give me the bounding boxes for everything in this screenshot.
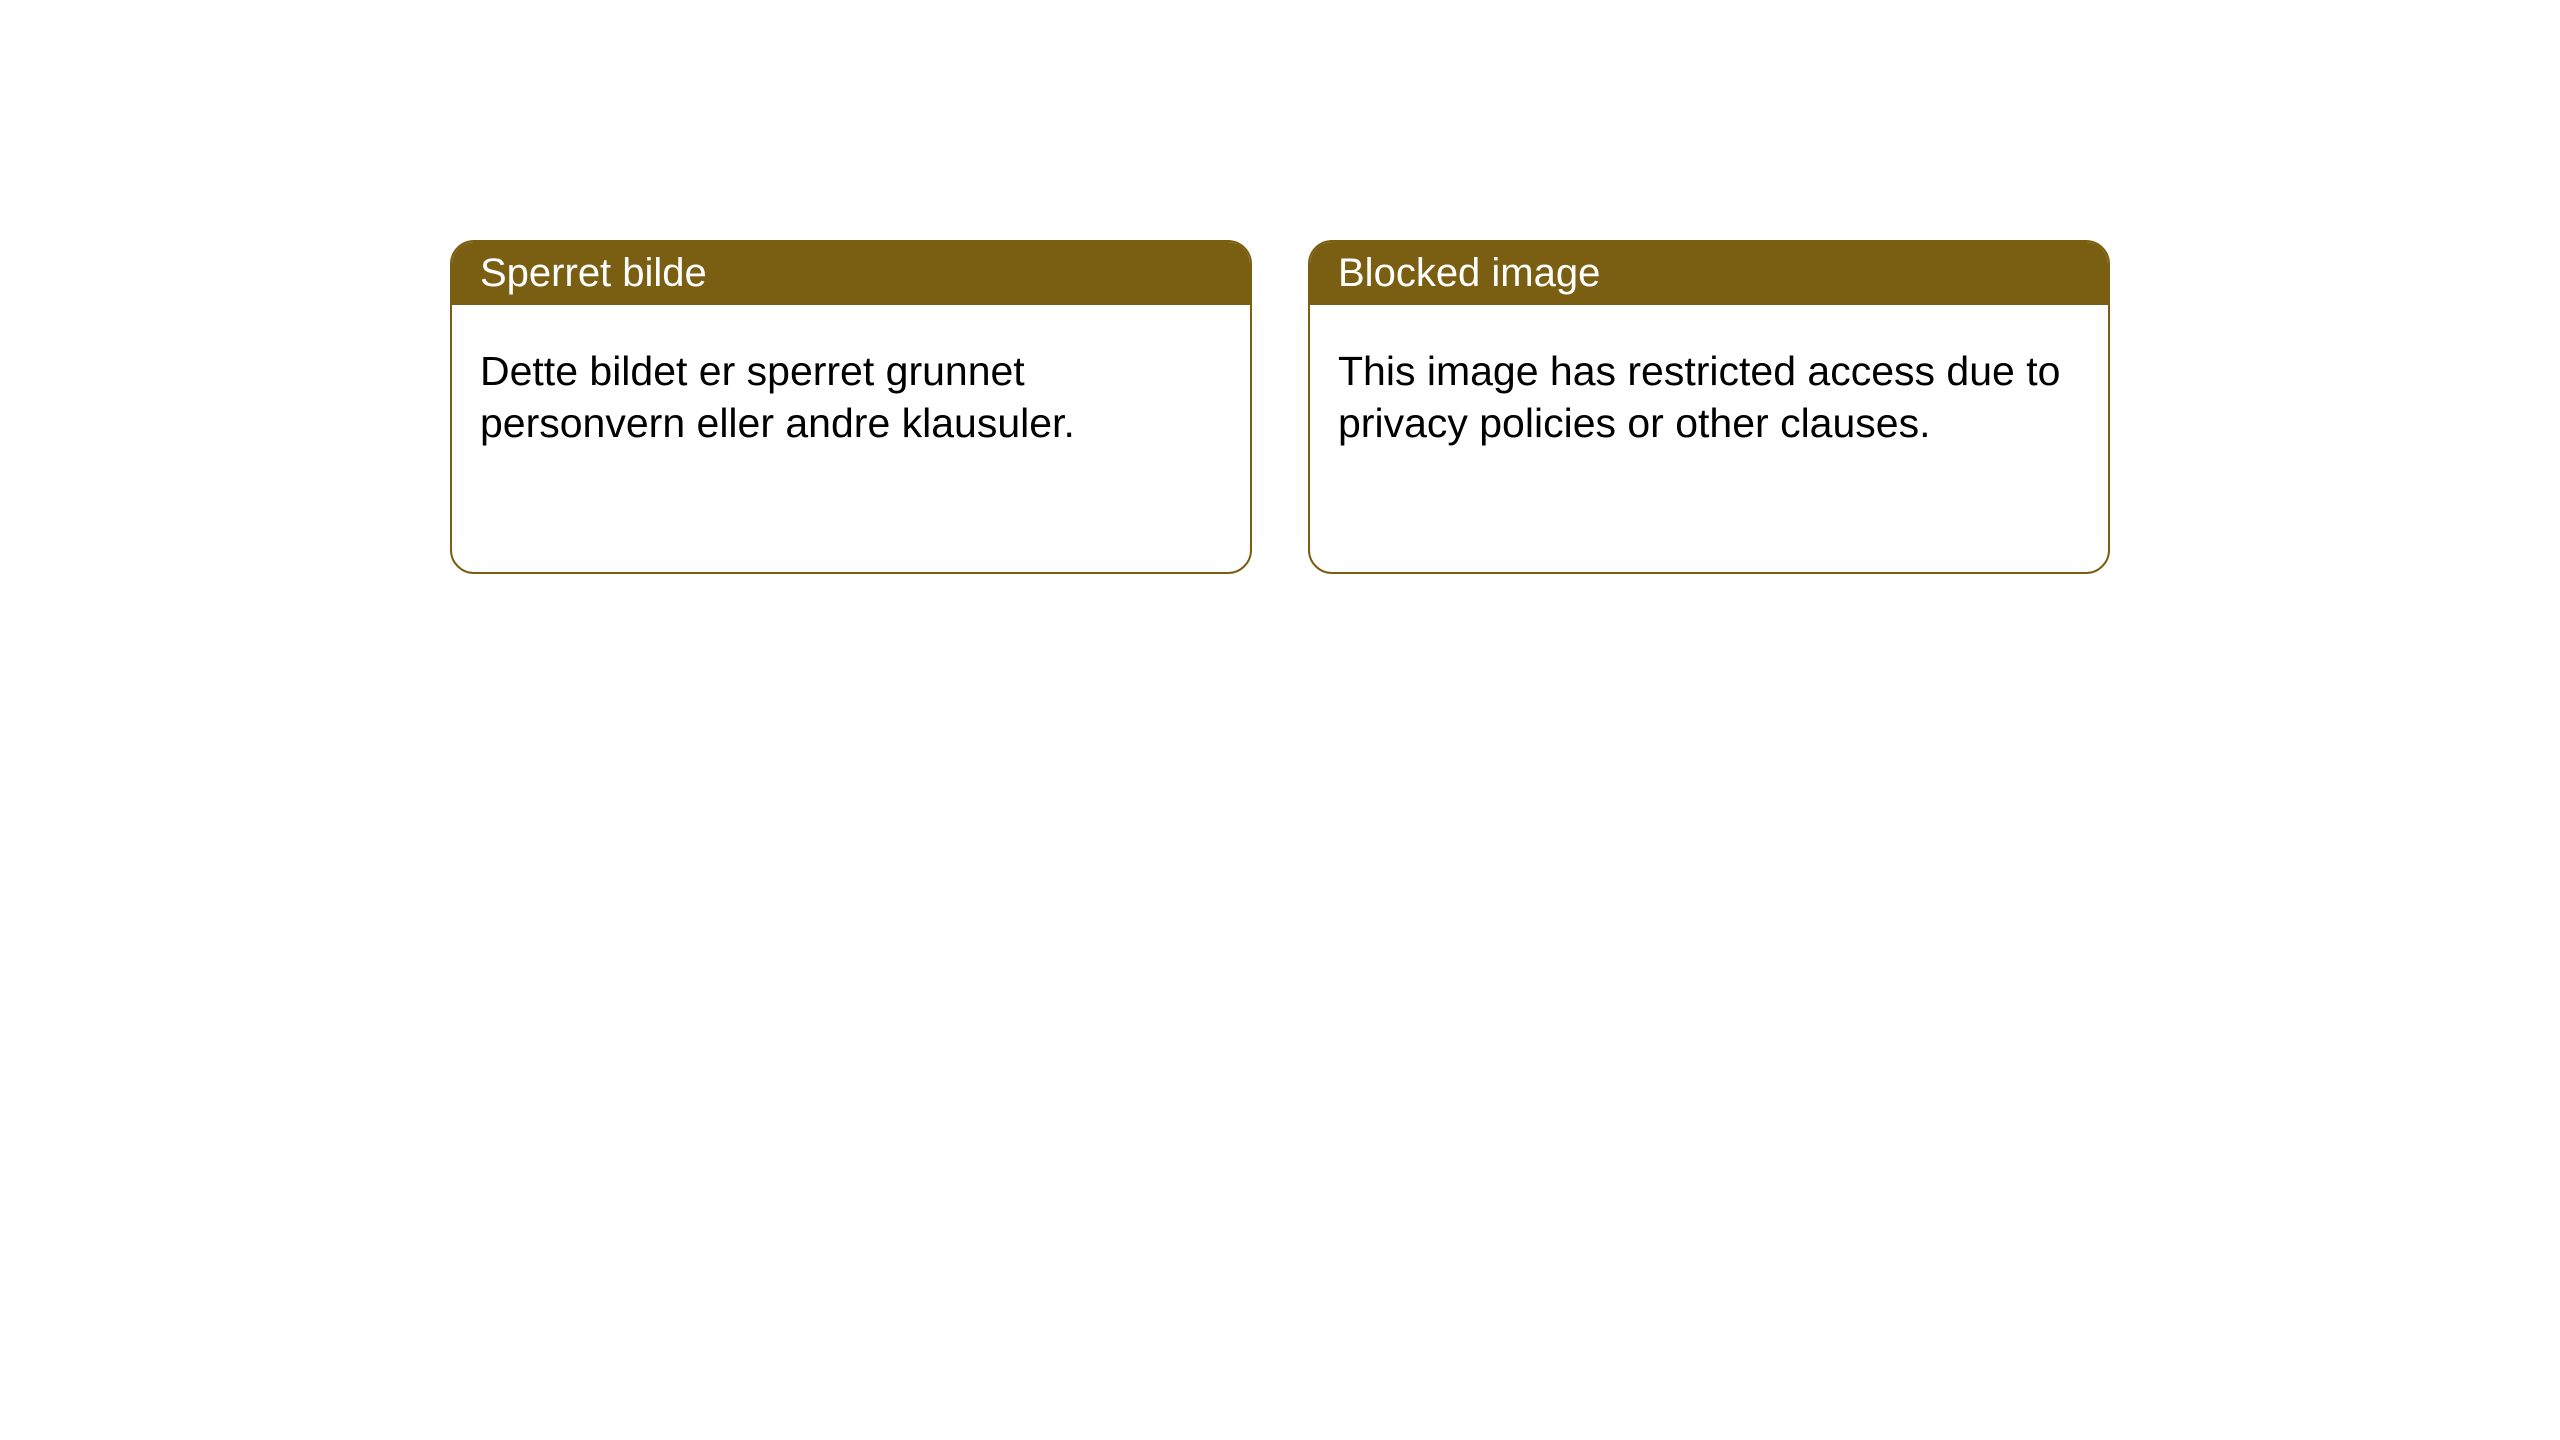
- notice-box-english: Blocked image This image has restricted …: [1308, 240, 2110, 574]
- notice-body-text: Dette bildet er sperret grunnet personve…: [480, 348, 1075, 446]
- notice-container: Sperret bilde Dette bildet er sperret gr…: [450, 240, 2110, 574]
- notice-header: Sperret bilde: [452, 242, 1250, 305]
- notice-body-text: This image has restricted access due to …: [1338, 348, 2060, 446]
- notice-title: Blocked image: [1338, 251, 1600, 295]
- notice-box-norwegian: Sperret bilde Dette bildet er sperret gr…: [450, 240, 1252, 574]
- notice-title: Sperret bilde: [480, 251, 707, 295]
- notice-body: Dette bildet er sperret grunnet personve…: [452, 305, 1250, 490]
- notice-body: This image has restricted access due to …: [1310, 305, 2108, 490]
- notice-header: Blocked image: [1310, 242, 2108, 305]
